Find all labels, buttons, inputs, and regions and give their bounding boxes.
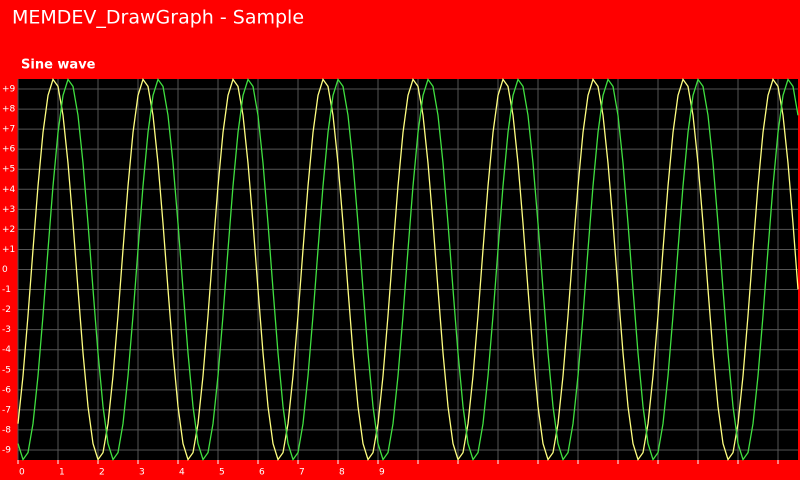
y-tick-label: -7 [2,405,11,415]
x-tick-label: 3 [139,468,145,478]
y-tick-label: +7 [2,125,15,135]
x-tick-label: 4 [179,468,185,478]
y-tick-label: +2 [2,225,15,235]
y-tick-label: +6 [2,145,16,155]
y-tick-label: +4 [2,185,16,195]
y-tick-label: +8 [2,105,16,115]
x-tick-label: 6 [259,468,265,478]
y-tick-label: -4 [2,345,11,355]
y-tick-label: -6 [2,385,11,395]
y-tick-label: +9 [2,85,16,95]
chart-title: Sine wave [21,58,96,73]
y-tick-label: 0 [2,265,8,275]
y-tick-label: -3 [2,325,11,335]
x-tick-label: 2 [99,468,105,478]
y-tick-label: -9 [2,445,11,455]
x-tick-label: 7 [299,468,305,478]
sine-line [17,77,799,462]
sine-line [17,77,799,462]
y-tick-label: -8 [2,425,11,435]
x-tick-label: 8 [339,468,345,478]
y-tick-label: -2 [2,305,11,315]
x-tick-label: 0 [19,468,25,478]
x-tick-label: 9 [379,468,385,478]
y-tick-label: +5 [2,165,15,175]
window-title: MEMDEV_DrawGraph - Sample [12,7,304,29]
y-tick-label: -1 [2,285,11,295]
y-tick-label: -5 [2,365,11,375]
y-tick-label: +3 [2,205,15,215]
x-tick-label: 5 [219,468,225,478]
y-tick-label: +1 [2,245,15,255]
x-tick-label: 1 [59,468,65,478]
